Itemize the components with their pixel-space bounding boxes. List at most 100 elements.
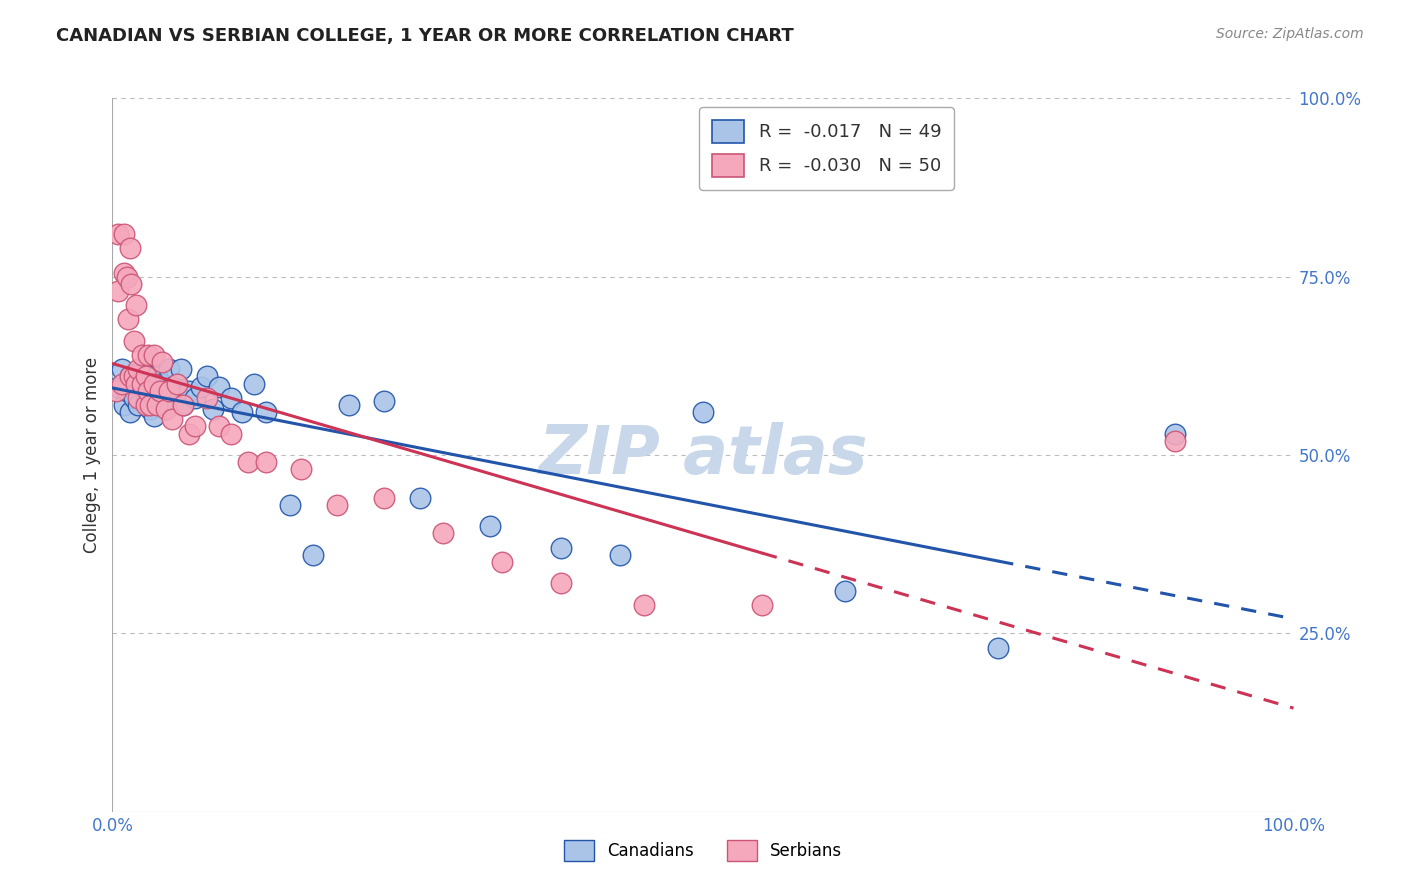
Point [184,419,207,434]
Point [179,426,201,441]
Point [115,269,138,284]
Point [190,380,212,394]
Point [166,376,188,391]
Point [373,491,395,505]
Point [139,398,162,412]
Point [131,362,153,376]
Point [136,384,159,398]
Point [139,401,162,416]
Point [243,376,266,391]
Point [170,362,193,376]
Text: Source: ZipAtlas.com: Source: ZipAtlas.com [1216,27,1364,41]
Point [479,519,502,533]
Point [254,455,277,469]
Point [987,640,1010,655]
Point [195,391,218,405]
Point [136,348,159,362]
Point [127,362,149,376]
Point [135,398,157,412]
Point [120,369,142,384]
Point [135,369,157,384]
Point [1164,434,1187,448]
Point [127,391,149,405]
Point [155,398,177,412]
Point [112,398,135,412]
Point [184,391,207,405]
Point [201,401,224,416]
Point [179,384,201,398]
Point [609,548,631,562]
Point [112,227,135,241]
Point [149,391,172,405]
Point [127,398,149,412]
Point [254,405,277,419]
Point [166,376,188,391]
Point [149,384,172,398]
Point [111,362,134,376]
Point [122,334,145,348]
Point [302,548,325,562]
Point [136,384,159,398]
Point [550,541,572,555]
Point [120,277,142,291]
Point [157,362,180,376]
Legend: Canadians, Serbians: Canadians, Serbians [557,833,849,868]
Point [751,598,773,612]
Point [122,369,145,384]
Point [219,391,242,405]
Point [125,369,148,384]
Point [136,369,159,384]
Point [231,405,253,419]
Point [127,376,149,391]
Point [208,380,231,394]
Point [150,355,173,369]
Point [125,298,148,312]
Point [834,583,856,598]
Point [172,398,194,412]
Point [172,398,194,412]
Y-axis label: College, 1 year or more: College, 1 year or more [83,357,101,553]
Point [107,227,129,241]
Point [131,380,153,394]
Point [117,312,139,326]
Point [107,284,129,298]
Point [146,369,169,384]
Point [120,405,142,419]
Point [120,241,142,255]
Point [112,266,135,280]
Point [125,376,148,391]
Point [278,498,301,512]
Point [373,394,395,409]
Point [111,376,134,391]
Point [142,376,165,391]
Point [337,398,360,412]
Point [550,576,572,591]
Point [208,419,231,434]
Point [238,455,260,469]
Point [142,348,165,362]
Point [408,491,430,505]
Point [219,426,242,441]
Point [326,498,349,512]
Point [107,380,129,394]
Point [131,348,153,362]
Point [432,526,454,541]
Point [115,384,138,398]
Point [160,380,183,394]
Point [105,384,128,398]
Point [692,405,714,419]
Point [146,398,169,412]
Point [142,380,165,394]
Point [1164,426,1187,441]
Point [155,401,177,416]
Point [142,409,165,423]
Point [157,384,180,398]
Point [160,412,183,426]
Point [491,555,513,569]
Text: ZIP atlas: ZIP atlas [538,422,868,488]
Point [290,462,312,476]
Text: CANADIAN VS SERBIAN COLLEGE, 1 YEAR OR MORE CORRELATION CHART: CANADIAN VS SERBIAN COLLEGE, 1 YEAR OR M… [56,27,794,45]
Point [633,598,655,612]
Point [131,376,153,391]
Point [150,376,173,391]
